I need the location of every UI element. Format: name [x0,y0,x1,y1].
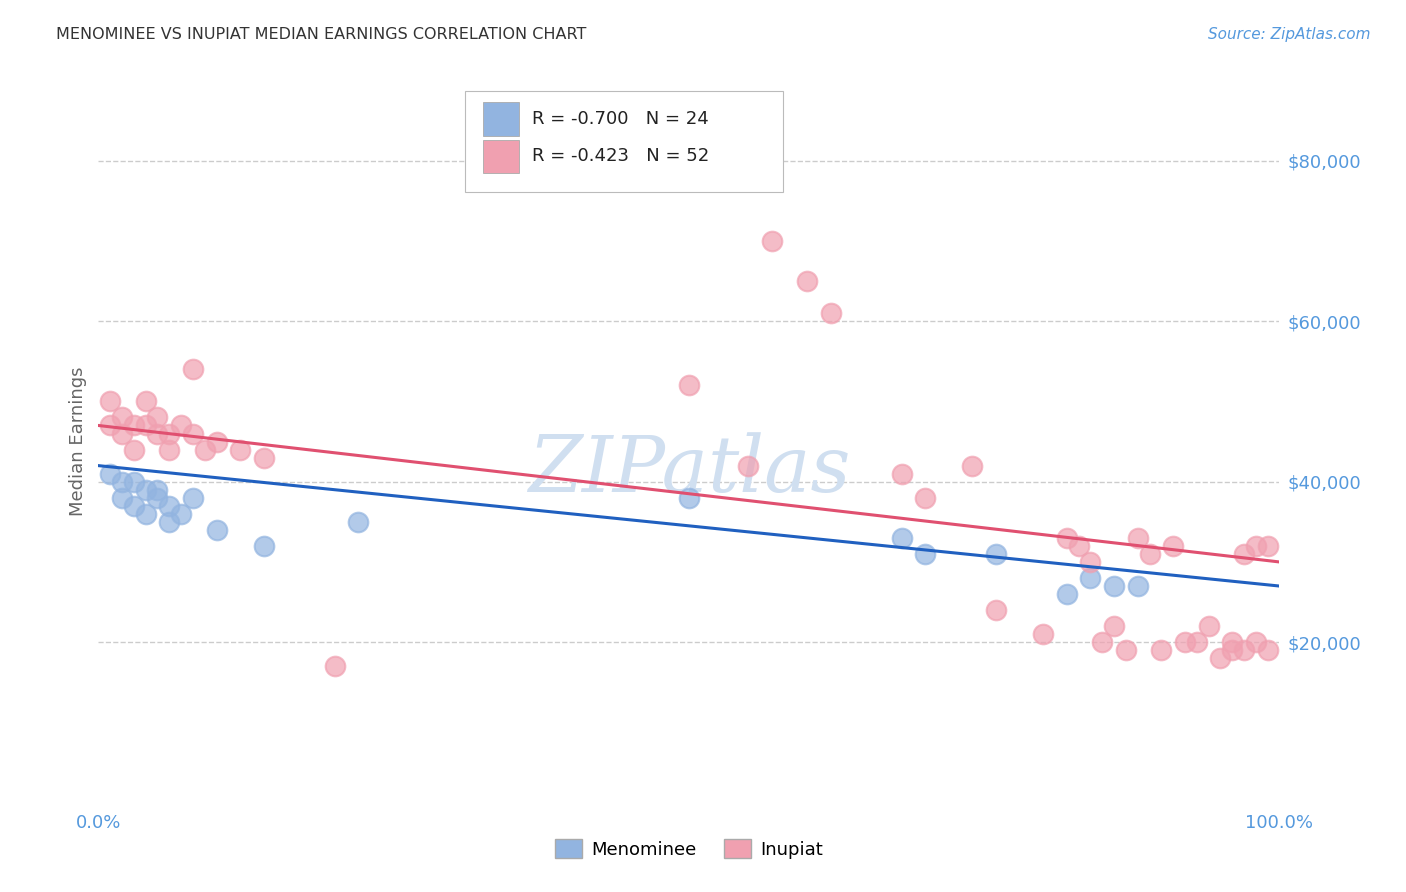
Menominee [181,491,204,505]
Text: Source: ZipAtlas.com: Source: ZipAtlas.com [1208,27,1371,42]
Inupiat [1067,539,1090,553]
Inupiat [1257,643,1279,657]
Inupiat [1056,531,1078,545]
Inupiat [111,410,134,425]
Menominee [135,507,157,521]
Menominee [1080,571,1102,585]
Inupiat [323,659,346,673]
Inupiat [1139,547,1161,561]
Menominee [1102,579,1125,593]
Inupiat [737,458,759,473]
Inupiat [1150,643,1173,657]
Menominee [890,531,912,545]
Inupiat [1209,651,1232,665]
Inupiat [1244,539,1267,553]
Inupiat [181,426,204,441]
Inupiat [1174,635,1197,649]
Inupiat [1257,539,1279,553]
Inupiat [761,234,783,248]
Menominee [146,483,169,497]
Inupiat [98,418,121,433]
Menominee [122,475,145,489]
Inupiat [122,418,145,433]
Y-axis label: Median Earnings: Median Earnings [69,367,87,516]
Inupiat [820,306,842,320]
Inupiat [253,450,276,465]
Legend: Menominee, Inupiat: Menominee, Inupiat [548,832,830,866]
Menominee [111,475,134,489]
Inupiat [1198,619,1220,633]
Inupiat [1161,539,1184,553]
Inupiat [157,426,180,441]
Menominee [111,491,134,505]
Inupiat [135,418,157,433]
Inupiat [1185,635,1208,649]
Inupiat [890,467,912,481]
Inupiat [796,274,818,288]
Inupiat [1032,627,1054,641]
FancyBboxPatch shape [464,91,783,193]
Inupiat [1220,635,1243,649]
Menominee [678,491,700,505]
Menominee [146,491,169,505]
Menominee [347,515,370,529]
Inupiat [1126,531,1149,545]
FancyBboxPatch shape [484,102,519,136]
Inupiat [914,491,936,505]
Text: MENOMINEE VS INUPIAT MEDIAN EARNINGS CORRELATION CHART: MENOMINEE VS INUPIAT MEDIAN EARNINGS COR… [56,27,586,42]
Inupiat [1080,555,1102,569]
Inupiat [181,362,204,376]
Inupiat [1115,643,1137,657]
Inupiat [678,378,700,392]
Inupiat [146,410,169,425]
Inupiat [1102,619,1125,633]
Menominee [157,499,180,513]
Inupiat [229,442,252,457]
Menominee [135,483,157,497]
Inupiat [1091,635,1114,649]
Menominee [984,547,1007,561]
Inupiat [170,418,193,433]
Inupiat [157,442,180,457]
Menominee [205,523,228,537]
Menominee [157,515,180,529]
Inupiat [1233,643,1256,657]
Inupiat [146,426,169,441]
Menominee [170,507,193,521]
Menominee [1056,587,1078,601]
Inupiat [135,394,157,409]
Text: ZIPatlas: ZIPatlas [527,433,851,508]
Inupiat [111,426,134,441]
Inupiat [205,434,228,449]
Inupiat [1244,635,1267,649]
Inupiat [1220,643,1243,657]
Inupiat [194,442,217,457]
Menominee [122,499,145,513]
Text: R = -0.700   N = 24: R = -0.700 N = 24 [531,110,709,128]
Inupiat [962,458,984,473]
Menominee [914,547,936,561]
Text: R = -0.423   N = 52: R = -0.423 N = 52 [531,147,709,165]
Inupiat [984,603,1007,617]
Inupiat [1233,547,1256,561]
Menominee [98,467,121,481]
Inupiat [98,394,121,409]
Inupiat [122,442,145,457]
FancyBboxPatch shape [484,139,519,173]
Menominee [253,539,276,553]
Menominee [1126,579,1149,593]
